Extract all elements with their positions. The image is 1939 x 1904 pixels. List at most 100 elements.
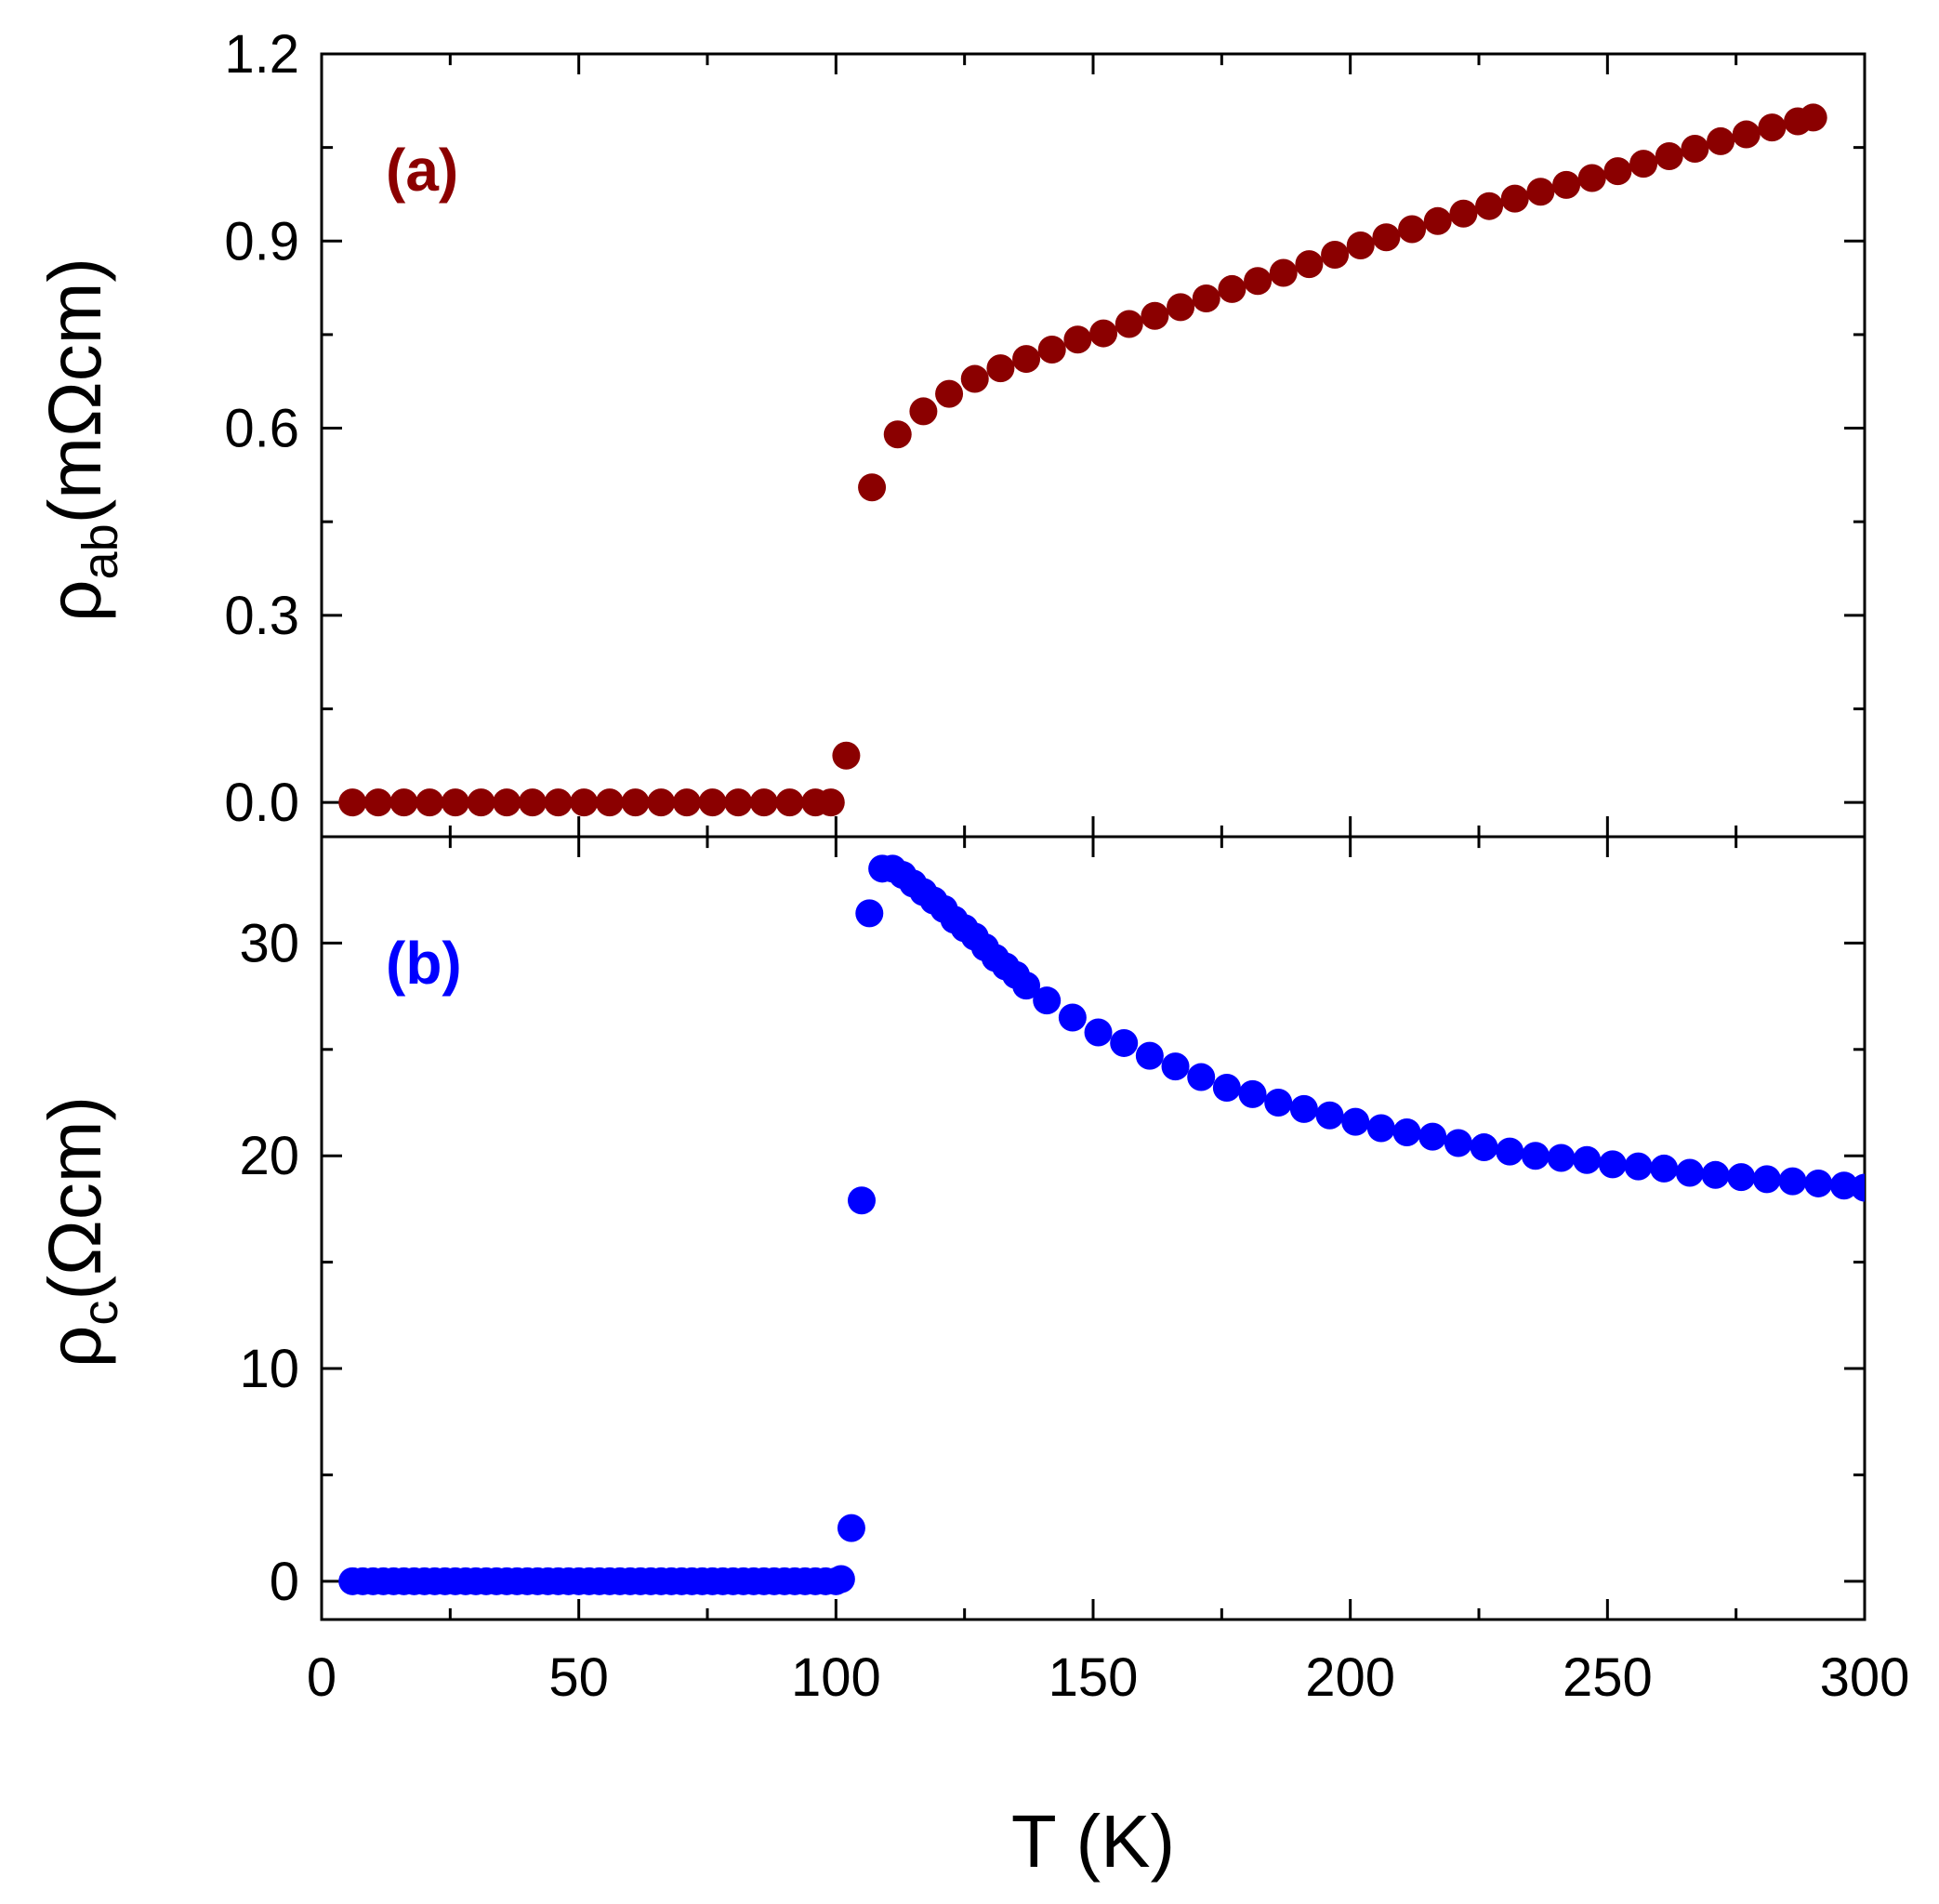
data-point [1115, 310, 1143, 338]
x-tick-label: 0 [307, 1647, 336, 1708]
data-point [1675, 1158, 1704, 1187]
y-tick-label: 0.0 [224, 773, 299, 833]
panel-a: 0.0 0.3 0.6 0.9 1.2 (a) ρab(mΩcm) [33, 24, 1866, 839]
y-tick-label: 0.9 [224, 211, 299, 271]
data-point [1526, 178, 1555, 206]
data-point [1752, 1165, 1781, 1194]
panel-b-x-tick-labels: 0 50 100 150 200 250 300 [307, 1647, 1910, 1708]
y-tick-label: 30 [239, 913, 299, 973]
panel-b-y-axis-title: ρc(Ωcm) [33, 1096, 128, 1368]
data-point [518, 788, 547, 817]
x-tick-label: 100 [791, 1647, 881, 1708]
data-point [1603, 157, 1632, 186]
data-point [749, 788, 778, 817]
panel-b-tag: (b) [386, 930, 462, 997]
data-point [621, 788, 650, 817]
data-point [1110, 1028, 1139, 1057]
data-point [1449, 199, 1478, 228]
data-point [1089, 319, 1118, 348]
data-point [1500, 184, 1529, 213]
data-point [1758, 113, 1787, 142]
data-point [1238, 1079, 1267, 1108]
data-point [570, 788, 599, 817]
y-tick-label: 1.2 [224, 24, 299, 85]
data-point [1244, 267, 1273, 296]
data-point [1212, 1073, 1241, 1102]
panel-a-points [338, 103, 1827, 817]
data-point [1141, 301, 1169, 330]
panel-a-y-subscript: ab [73, 523, 128, 579]
data-point [724, 788, 753, 817]
x-tick-label: 300 [1820, 1647, 1910, 1708]
panel-b-y-subscript: c [73, 1301, 128, 1326]
data-point [1799, 103, 1827, 132]
data-point [1732, 120, 1761, 149]
data-point [1851, 1173, 1865, 1202]
panel-b-points [338, 854, 1865, 1595]
panel-a-y-axis-title: ρab(mΩcm) [33, 258, 128, 622]
y-tick-label: 0.6 [224, 399, 299, 459]
data-point [1295, 250, 1324, 279]
data-point [1321, 241, 1350, 270]
data-point [837, 1514, 865, 1542]
data-point [544, 788, 573, 817]
panel-b-ticks [320, 835, 1866, 1620]
data-point [1650, 1154, 1679, 1183]
data-point [826, 1565, 855, 1593]
data-point [698, 788, 727, 817]
data-point [1496, 1137, 1524, 1166]
data-point [1552, 170, 1581, 199]
data-point [1058, 1003, 1087, 1032]
data-point [1598, 1150, 1627, 1179]
data-point [1707, 126, 1735, 155]
panel-a-y-unit: (mΩcm) [33, 258, 116, 523]
x-tick-label: 150 [1049, 1647, 1139, 1708]
data-point [1470, 1133, 1498, 1162]
panel-a-y-tick-labels: 0.0 0.3 0.6 0.9 1.2 [224, 24, 299, 833]
data-point [672, 788, 701, 817]
data-point [986, 354, 1015, 383]
panel-b-frame [320, 835, 1866, 1621]
data-point [1269, 258, 1298, 287]
data-point [1629, 150, 1658, 178]
data-point [855, 899, 884, 928]
data-point [1033, 986, 1062, 1015]
panel-a-tag: (a) [386, 137, 458, 204]
data-point [883, 420, 912, 449]
data-point [338, 788, 367, 817]
data-point [1418, 1122, 1447, 1151]
data-point [960, 364, 989, 393]
y-tick-label: 0 [270, 1552, 299, 1612]
data-point [1727, 1163, 1756, 1192]
data-point [1573, 1145, 1602, 1174]
data-point [441, 788, 469, 817]
x-tick-label: 250 [1563, 1647, 1653, 1708]
data-point [1167, 293, 1195, 322]
data-point [1084, 1018, 1113, 1047]
y-tick-label: 0.3 [224, 586, 299, 646]
data-point [935, 379, 964, 408]
data-point [416, 788, 444, 817]
data-point [1187, 1063, 1216, 1091]
data-point [1037, 336, 1066, 364]
data-point [1444, 1129, 1472, 1157]
data-point [848, 1186, 876, 1215]
data-point [775, 788, 804, 817]
y-tick-label: 10 [239, 1339, 299, 1399]
data-point [1218, 274, 1246, 303]
data-point [1521, 1142, 1550, 1170]
panel-a-y-symbol: ρ [33, 579, 116, 622]
data-point [1264, 1089, 1293, 1117]
data-point [647, 788, 676, 817]
data-point [1624, 1152, 1653, 1181]
data-point [1341, 1107, 1370, 1136]
data-point [1289, 1094, 1318, 1123]
x-axis-title: T (K) [1011, 1800, 1175, 1883]
x-tick-label: 200 [1305, 1647, 1395, 1708]
data-point [1475, 192, 1504, 220]
data-point [1778, 1167, 1807, 1196]
data-point [363, 788, 392, 817]
data-point [1392, 1118, 1421, 1147]
data-point [1423, 206, 1452, 235]
